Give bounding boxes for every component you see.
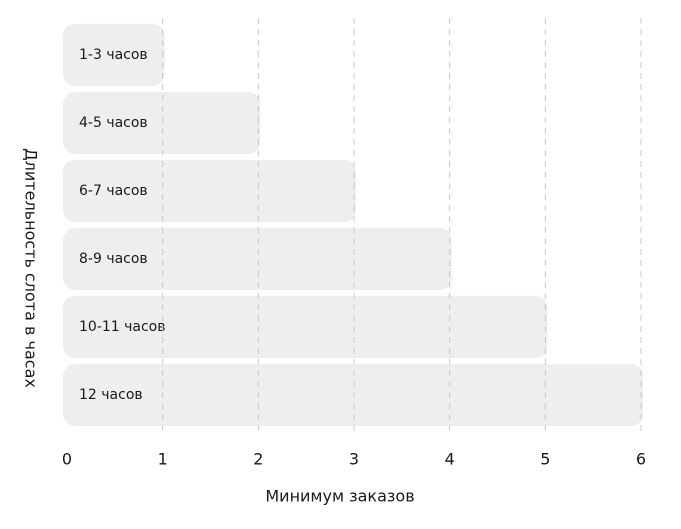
bar-label: 10-11 часов (79, 319, 166, 335)
x-tick-label: 4 (445, 450, 455, 469)
x-tick-label: 6 (636, 450, 646, 469)
bar-label: 4-5 часов (79, 115, 148, 131)
bar (63, 364, 643, 426)
x-tick-label: 0 (62, 450, 72, 469)
x-tick-label: 1 (158, 450, 168, 469)
bar (63, 24, 165, 86)
x-axis-label: Минимум заказов (265, 487, 414, 506)
bar-label: 1-3 часов (79, 47, 148, 63)
bar (63, 92, 261, 154)
bar-label: 12 часов (79, 387, 143, 403)
bar-label: 6-7 часов (79, 183, 148, 199)
bar (63, 160, 356, 222)
x-tick-label: 5 (540, 450, 550, 469)
x-tick-label: 3 (349, 450, 359, 469)
bar-label: 8-9 часов (79, 251, 148, 267)
bar (63, 296, 548, 358)
y-axis-label: Длительность слота в часах (22, 148, 41, 388)
x-tick-label: 2 (253, 450, 263, 469)
